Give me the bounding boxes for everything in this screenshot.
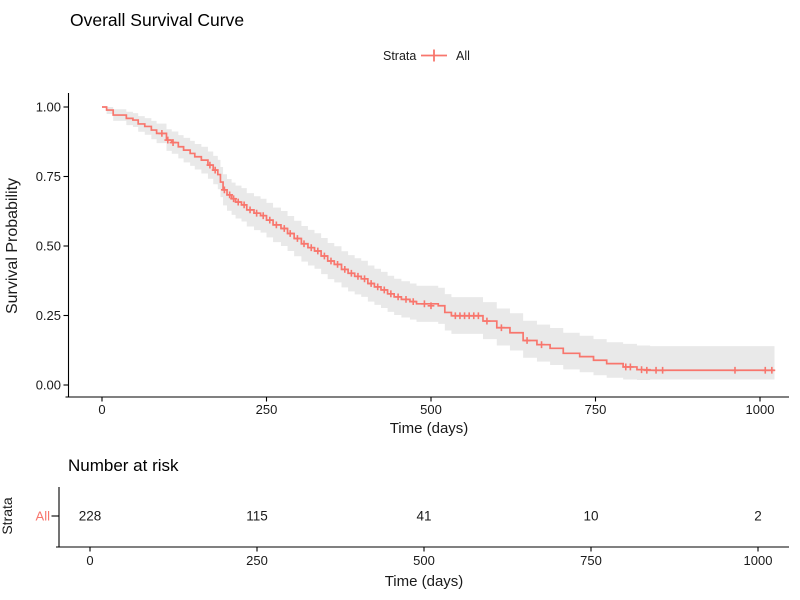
risk-x-axis-ticks: 0 250 500 750 1000 (86, 547, 772, 568)
y-axis-title: Survival Probability (4, 178, 21, 314)
x-tick-label: 0 (98, 402, 105, 417)
censor-plus-icon (474, 312, 482, 320)
censor-plus-icon (321, 252, 328, 260)
censor-plus-icon (211, 166, 219, 174)
censor-plus-icon (164, 136, 172, 144)
y-tick-label: 1.00 (36, 100, 61, 115)
km-curve-path (102, 106, 775, 372)
censor-plus-icon (761, 366, 769, 374)
risk-x-tick-label: 1000 (744, 553, 773, 568)
censor-plus-icon (354, 272, 362, 280)
censor-plus-icon (158, 130, 166, 137)
risk-count-value: 10 (583, 509, 598, 524)
censor-plus-icon (206, 161, 214, 169)
legend-title: Strata (383, 49, 416, 63)
censor-plus-icon (169, 139, 177, 146)
x-tick-label: 1000 (746, 402, 775, 417)
censor-plus-icon (220, 186, 228, 194)
x-tick-label: 500 (420, 402, 442, 417)
x-tick-label: 750 (585, 402, 607, 417)
y-tick-label: 0.00 (36, 378, 61, 393)
censor-plus-icon (266, 216, 274, 224)
censor-plus-icon (347, 269, 355, 277)
censor-plus-icon (427, 302, 435, 310)
x-axis-ticks: 0 250 500 750 1000 (98, 397, 774, 417)
censor-plus-icon (523, 337, 531, 344)
censor-plus-icon (731, 366, 739, 374)
censor-plus-icon (387, 290, 395, 298)
risk-count-value: 228 (79, 509, 102, 524)
risk-count-value: 2 (754, 509, 762, 524)
risk-x-tick-label: 0 (86, 553, 93, 568)
x-tick-label: 250 (256, 402, 278, 417)
risk-table-title: Number at risk (68, 456, 179, 475)
censor-plus-icon (659, 366, 667, 374)
censor-plus-icon (402, 295, 410, 303)
censor-plus-icon (300, 240, 308, 248)
censor-plus-icon (334, 260, 341, 268)
censor-plus-icon (361, 275, 368, 283)
confidence-band-area (102, 107, 775, 380)
censor-plus-icon (234, 198, 242, 206)
censor-plus-icon (768, 366, 776, 374)
risk-x-tick-label: 750 (580, 553, 602, 568)
risk-count-value: 41 (416, 509, 431, 524)
censor-plus-icon (307, 244, 315, 252)
risk-strata-axis-label: Strata (0, 497, 15, 535)
censor-plus-icon (280, 225, 288, 232)
censor-plus-icon (643, 366, 651, 374)
censor-plus-icon (253, 209, 261, 217)
legend: Strata All (383, 49, 470, 63)
y-axis-ticks: 1.00 0.75 0.50 0.25 0.00 (36, 100, 69, 393)
censor-plus-icon (246, 206, 254, 214)
risk-x-axis-title: Time (days) (385, 573, 464, 590)
risk-row-label: All (36, 509, 51, 524)
censor-plus-icon (483, 317, 491, 325)
risk-count-row: 228 115 41 10 2 (79, 509, 762, 524)
y-tick-label: 0.75 (36, 169, 61, 184)
censor-plus-icon (498, 324, 505, 332)
legend-item-label: All (456, 49, 470, 63)
censor-plus-icon (230, 195, 237, 203)
censor-plus-icon (626, 363, 634, 371)
censor-plus-icon (226, 191, 234, 199)
censor-plus-icon (272, 221, 280, 229)
censor-marks (158, 130, 776, 374)
y-tick-label: 0.25 (36, 308, 61, 323)
km-line-censor-icon (421, 49, 447, 62)
censor-plus-icon (380, 286, 388, 294)
risk-x-tick-label: 250 (246, 553, 268, 568)
censor-plus-icon (367, 280, 375, 287)
risk-x-tick-label: 500 (413, 553, 435, 568)
confidence-band (102, 107, 775, 380)
censor-plus-icon (652, 366, 660, 374)
censor-plus-icon (294, 235, 301, 242)
censor-plus-icon (259, 212, 267, 220)
censor-plus-icon (286, 230, 294, 237)
censor-plus-icon (240, 201, 248, 209)
page-title: Overall Survival Curve (70, 10, 244, 30)
censor-plus-icon (341, 265, 349, 273)
censor-plus-icon (538, 341, 545, 349)
censor-plus-icon (327, 257, 335, 265)
censor-plus-icon (409, 298, 417, 305)
x-axis-title: Time (days) (390, 420, 469, 437)
censor-plus-icon (314, 247, 322, 255)
y-tick-label: 0.50 (36, 239, 61, 254)
censor-plus-icon (394, 293, 402, 301)
km-curve (102, 106, 775, 372)
censor-plus-icon (374, 283, 382, 291)
censor-plus-icon (421, 300, 428, 308)
risk-count-value: 115 (246, 509, 268, 524)
